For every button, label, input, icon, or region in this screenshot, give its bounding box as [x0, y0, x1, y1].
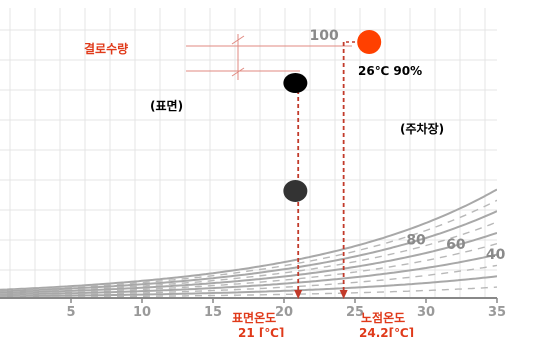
- dew-point-arrowhead: [339, 290, 348, 299]
- bracket-tick-bottom: [231, 67, 245, 77]
- rh-curve-100: [0, 188, 497, 291]
- rh-label-100: 100: [310, 28, 339, 44]
- rh-curve-90: [0, 199, 497, 292]
- x-axis: 5 10 15 20 25 30 35: [0, 297, 506, 320]
- x-tick-label: 5: [66, 305, 75, 320]
- x-tick-label: 20: [275, 305, 293, 320]
- surface-temp-value: 21 [℃]: [238, 326, 284, 337]
- rh-curve-40: [0, 253, 497, 296]
- surface-temp-label: 표면온도: [232, 310, 276, 325]
- rh-label-80: 80: [406, 233, 426, 249]
- parking-state-point: [357, 30, 382, 54]
- rh-label-60: 60: [446, 237, 466, 253]
- rh-curve-80: [0, 210, 497, 293]
- x-tick-label: 35: [488, 305, 506, 320]
- surface-temp-arrowhead: [294, 290, 303, 299]
- rh-curve-20: [0, 275, 497, 298]
- rh-curve-labels: 100 80 60 40: [310, 28, 506, 263]
- rh-curve-60: [0, 231, 497, 295]
- surface-state-point: [283, 73, 308, 93]
- surface-label: (표면): [150, 98, 183, 113]
- condensation-label: 결로수량: [84, 41, 128, 56]
- bracket-tick-top: [231, 35, 245, 45]
- x-tick-label: 25: [346, 305, 364, 320]
- x-tick-label: 30: [417, 305, 435, 320]
- rh-label-40: 40: [486, 247, 506, 263]
- rh-curve-10: [0, 286, 497, 298]
- surface-low-point: [283, 180, 308, 202]
- rh-curve-70: [0, 221, 497, 293]
- x-tick-label: 15: [204, 305, 222, 320]
- dew-point-label: 노점온도: [361, 310, 405, 325]
- rh-curve-50: [0, 243, 497, 295]
- dew-point-value: 24.2[℃]: [359, 326, 414, 337]
- rh-curves: [0, 188, 497, 298]
- state-points: [283, 30, 382, 202]
- x-tick-label: 10: [133, 305, 151, 320]
- guide-lines: [186, 34, 372, 299]
- state-label: 26℃ 90%: [358, 64, 422, 78]
- parking-label: (주차장): [400, 121, 444, 136]
- annotations: 결로수량 (표면) (주차장) 26℃ 90% 표면온도 21 [℃] 노점온도…: [84, 41, 444, 340]
- rh-curve-30: [0, 264, 497, 297]
